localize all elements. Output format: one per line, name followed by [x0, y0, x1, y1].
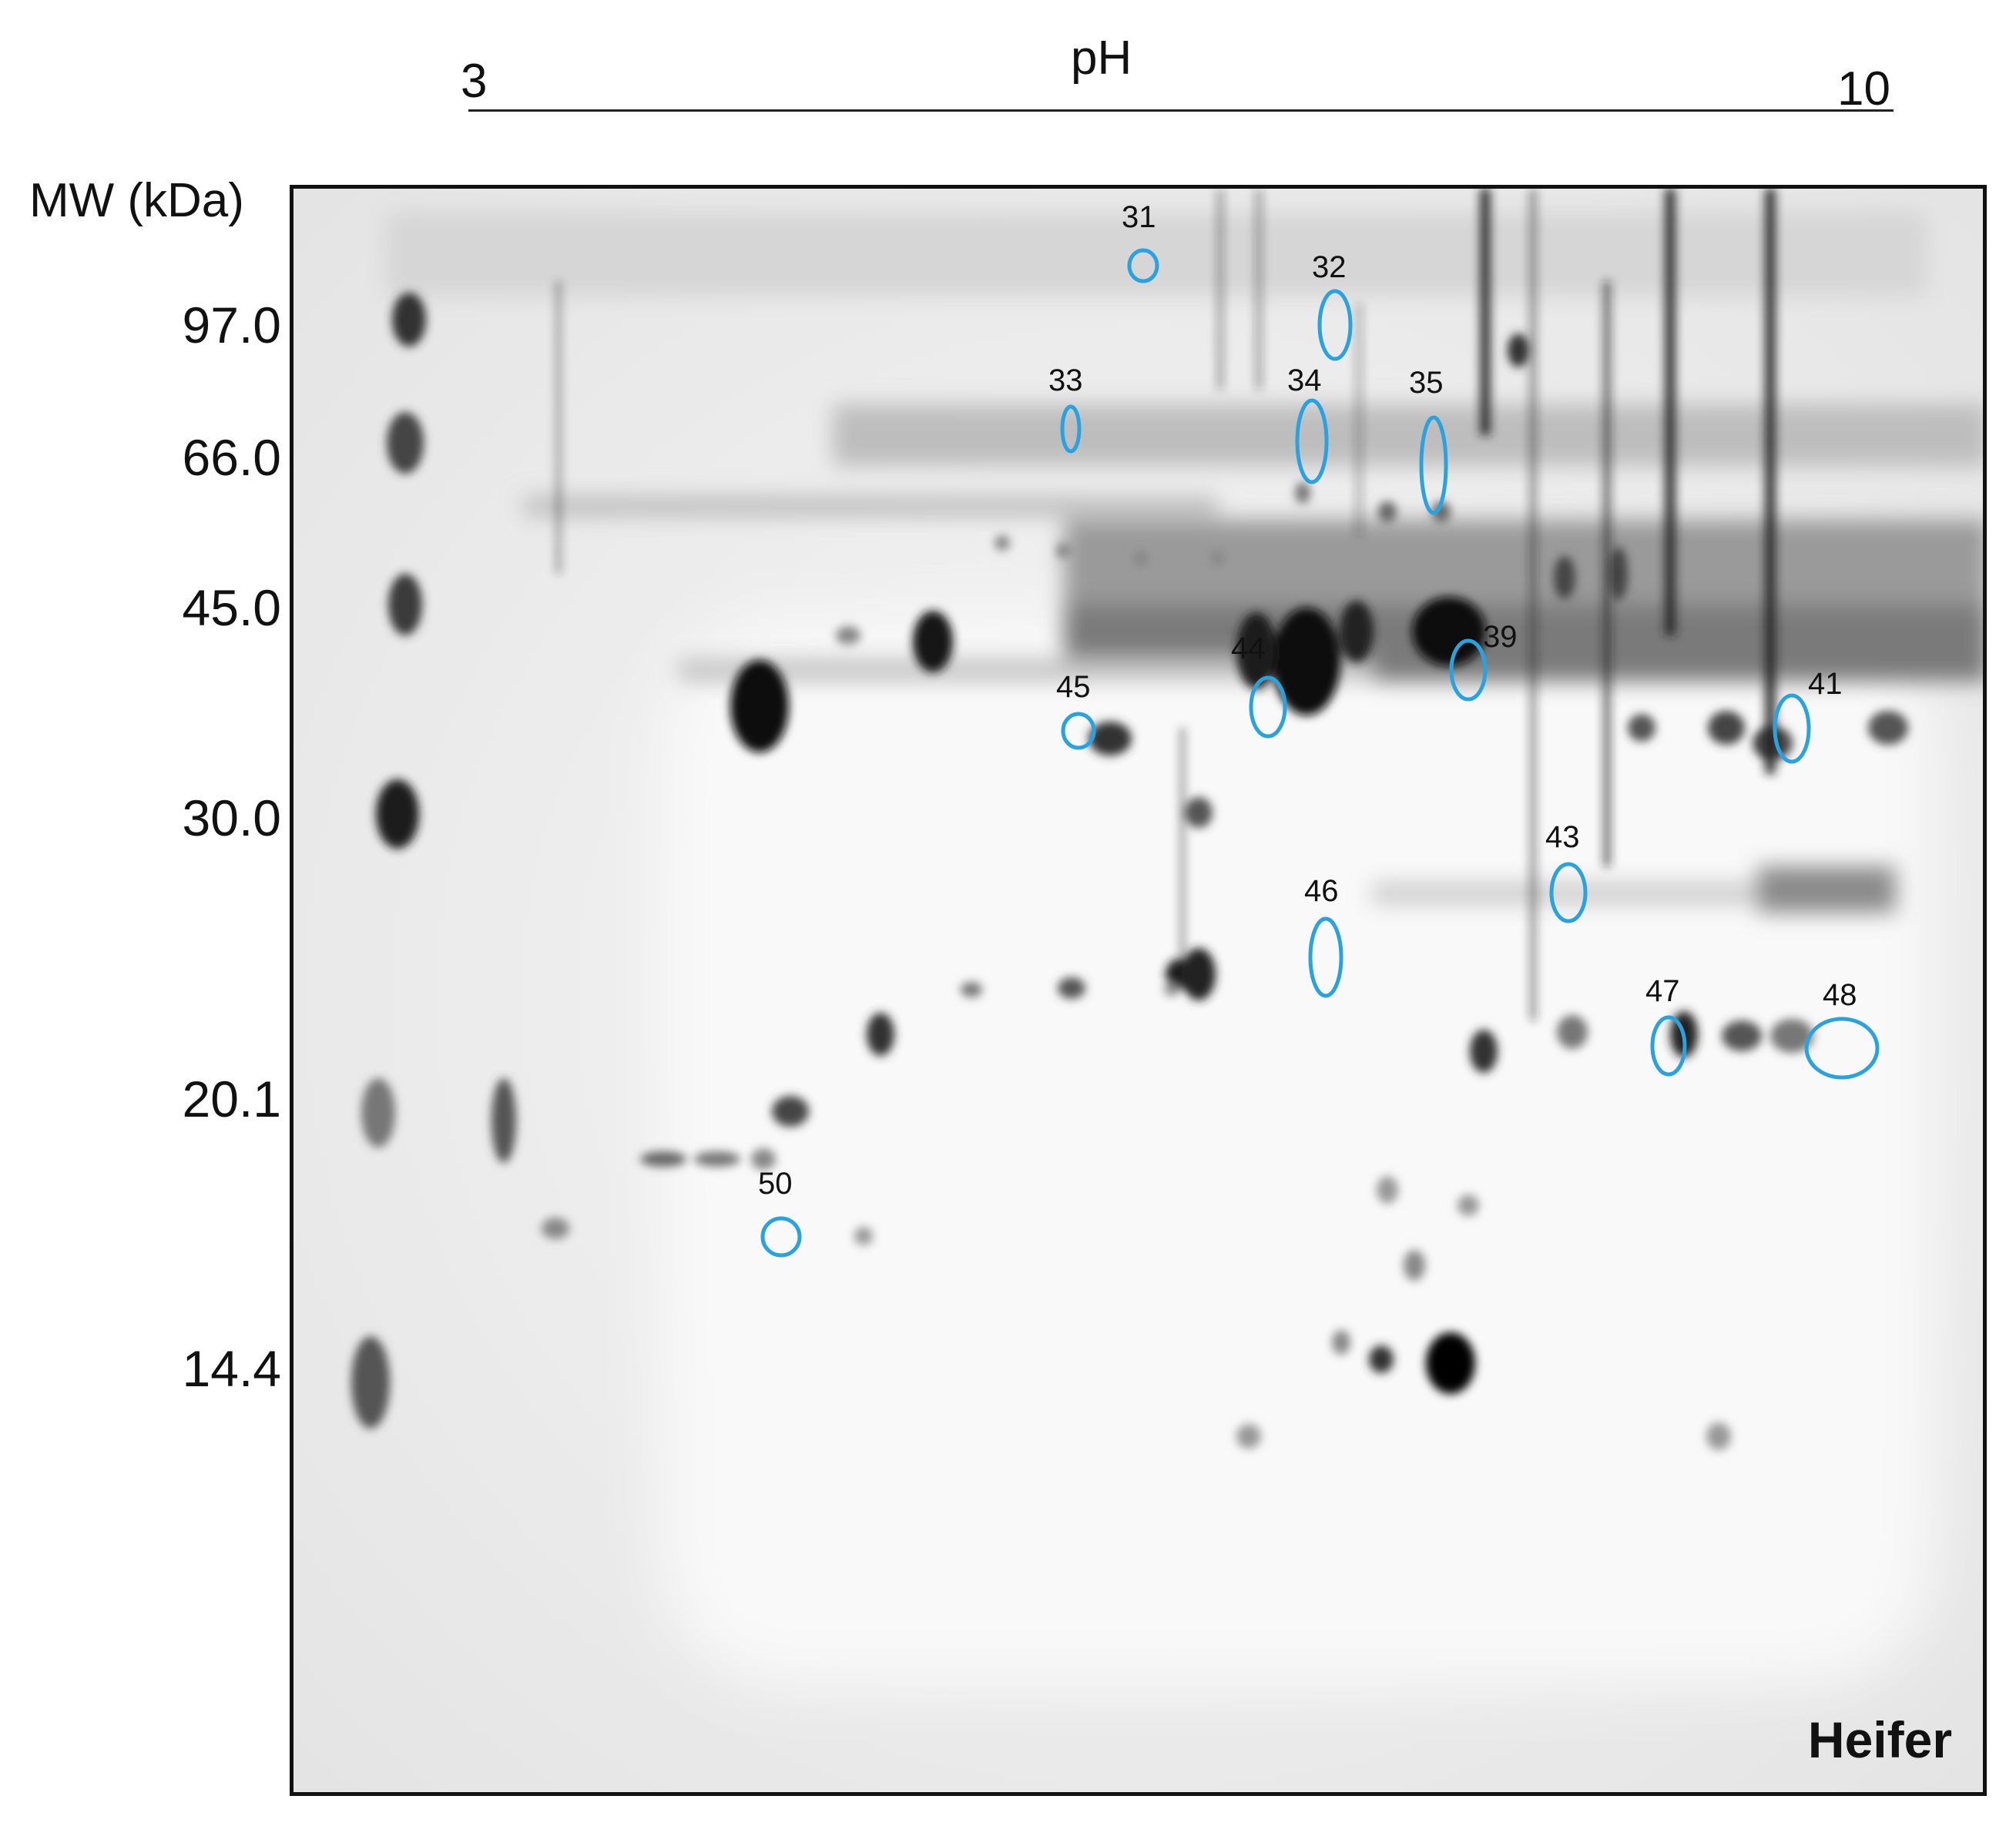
- mw-marker-label: 14.4: [182, 1340, 281, 1397]
- gel-spots: [294, 189, 1983, 1792]
- spot-circle-31: [1127, 248, 1159, 283]
- mw-marker-label: 30.0: [182, 789, 281, 846]
- mw-marker-label: 97.0: [182, 297, 281, 353]
- sample-label: Heifer: [1807, 1711, 1952, 1768]
- spot-circle-33: [1060, 404, 1082, 454]
- ph-axis-line: [468, 109, 1894, 112]
- spot-label: 50: [758, 1167, 793, 1201]
- spot-annotations: 31 32 33 34 35 39 41 43 44 45 46 47 48 5…: [758, 200, 1880, 1258]
- mw-marker-label: 66.0: [182, 429, 281, 486]
- spot-circle-39: [1449, 638, 1488, 702]
- spot-label: 48: [1823, 978, 1857, 1012]
- gel-image: 31 32 33 34 35 39 41 43 44 45 46 47 48 5…: [290, 185, 1987, 1796]
- spot-circle-50: [760, 1216, 802, 1258]
- ph-axis-max-label: 10: [1837, 62, 1890, 116]
- ph-axis-title: pH: [1071, 32, 1132, 85]
- spot-label: 45: [1056, 670, 1091, 704]
- spot-circle-45: [1061, 712, 1096, 750]
- spot-label: 31: [1122, 200, 1156, 234]
- spot-circle-44: [1249, 675, 1287, 739]
- spot-label: 35: [1409, 366, 1444, 400]
- spot-label: 39: [1483, 620, 1518, 654]
- spot-label: 43: [1545, 820, 1580, 854]
- mw-marker-label: 20.1: [182, 1070, 281, 1127]
- spot-circle-32: [1317, 289, 1353, 361]
- spot-circle-46: [1308, 916, 1343, 998]
- spot-circle-43: [1549, 862, 1588, 923]
- spot-label: 46: [1304, 874, 1339, 908]
- spot-circle-41: [1773, 693, 1811, 764]
- spot-label: 33: [1048, 364, 1083, 397]
- spot-label: 44: [1231, 632, 1266, 665]
- spot-circle-35: [1419, 415, 1448, 515]
- spot-label: 47: [1645, 974, 1680, 1008]
- mw-axis-title: MW (kDa): [29, 174, 244, 227]
- spot-circle-47: [1650, 1015, 1687, 1077]
- spot-label: 41: [1808, 667, 1843, 701]
- spot-circle-48: [1804, 1017, 1880, 1080]
- spot-label: 32: [1312, 250, 1347, 284]
- mw-marker-label: 45.0: [182, 579, 281, 636]
- spot-label: 34: [1287, 364, 1322, 397]
- ph-axis-min-label: 3: [461, 55, 488, 108]
- spot-circle-34: [1295, 398, 1329, 484]
